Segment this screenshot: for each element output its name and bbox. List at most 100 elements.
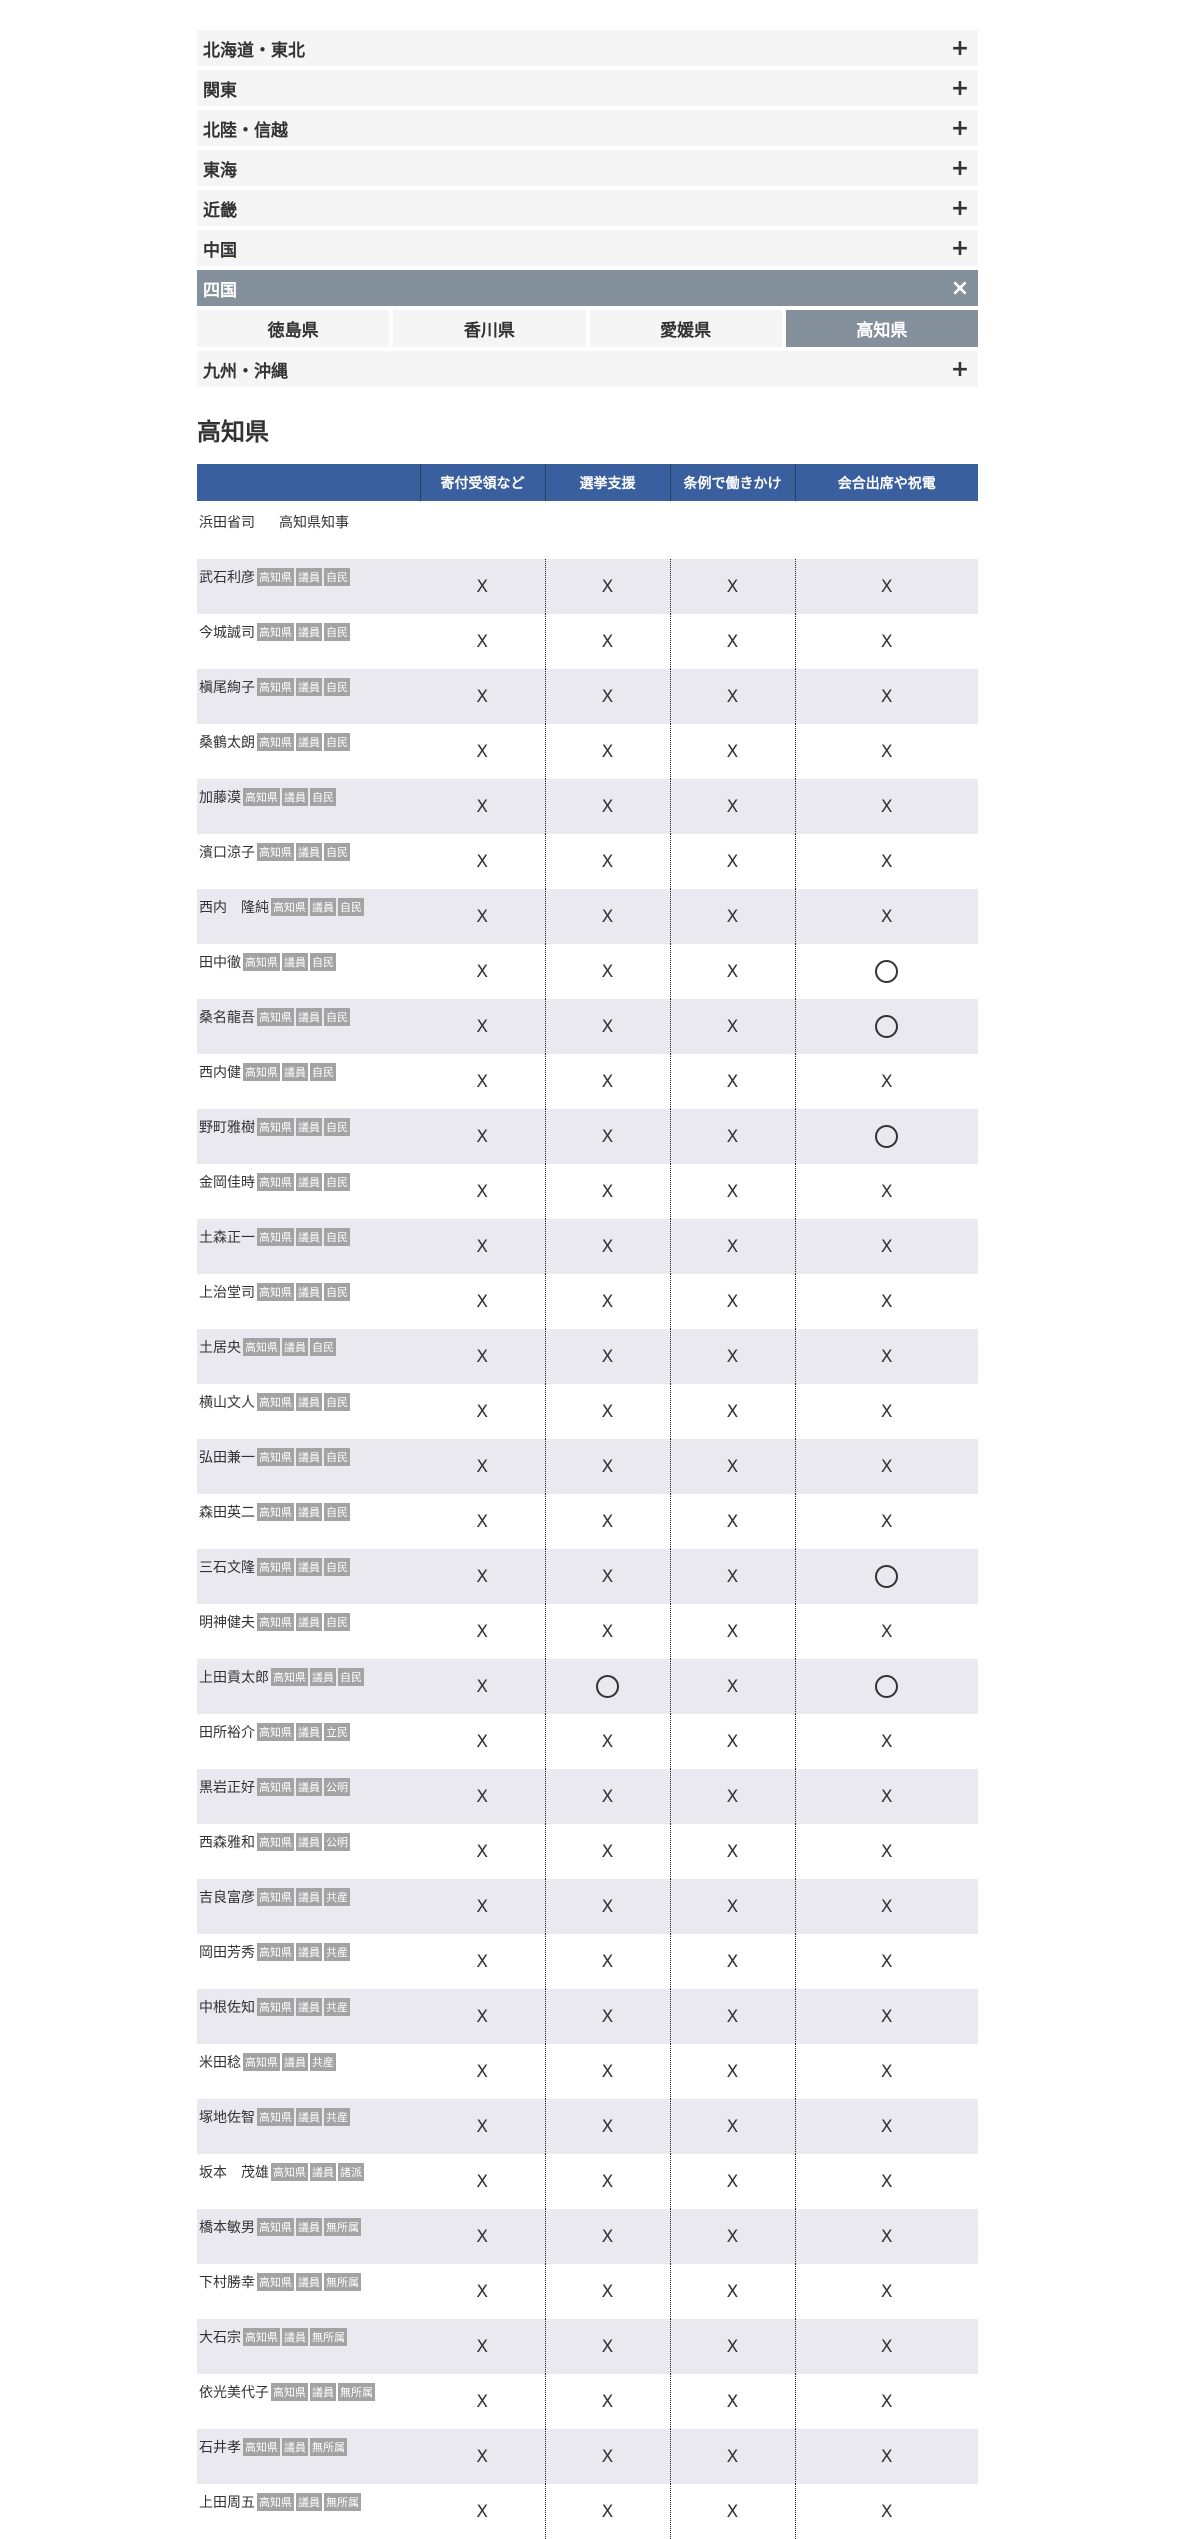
x-mark: X (726, 1071, 739, 1092)
name-cell: 金岡佳時 高知県 議員 自民 (197, 1164, 420, 1219)
tag-badge: 高知県 (257, 1943, 294, 1961)
x-mark: X (880, 1346, 893, 1367)
table-row: 森田英二 高知県 議員 自民 X X X X (197, 1494, 978, 1549)
x-mark: X (476, 631, 489, 652)
x-mark: X (726, 741, 739, 762)
mark-cell (544, 1659, 670, 1714)
mark-cell: X (420, 2429, 545, 2484)
region-toggle[interactable]: 九州・沖縄 + (197, 351, 978, 387)
x-mark: X (726, 1951, 739, 1972)
mark-cell: X (669, 1604, 795, 1659)
x-mark: X (726, 961, 739, 982)
x-mark: X (880, 1071, 893, 1092)
x-mark: X (476, 2446, 489, 2467)
tag-badge: 議員 (282, 2053, 308, 2071)
mark-cell: X (669, 1494, 795, 1549)
tag-badge: 高知県 (257, 678, 294, 696)
tag-badge: 高知県 (257, 1008, 294, 1026)
table-row: 土森正一 高知県 議員 自民 X X X X (197, 1219, 978, 1274)
politician-name: 上田貢太郎 (199, 1670, 269, 1686)
tag-badge: 高知県 (243, 2438, 280, 2456)
x-mark: X (476, 576, 489, 597)
plus-icon: + (950, 195, 970, 221)
column-header: 会合出席や祝電 (794, 464, 978, 501)
x-mark: X (601, 576, 614, 597)
tab-prefecture[interactable]: 高知県 (785, 310, 978, 347)
tag-badge: 議員 (296, 1008, 322, 1026)
politician-name: 塚地佐智 (199, 2110, 255, 2126)
governor-row: 浜田省司 高知県知事 (197, 501, 978, 559)
x-mark: X (726, 2006, 739, 2027)
name-cell: 森田英二 高知県 議員 自民 (197, 1494, 420, 1549)
x-mark: X (726, 851, 739, 872)
tab-prefecture[interactable]: 愛媛県 (589, 310, 782, 347)
x-mark: X (880, 1236, 893, 1257)
x-mark: X (880, 1456, 893, 1477)
mark-cell: X (794, 1989, 978, 2044)
x-mark: X (476, 1841, 489, 1862)
mark-cell: X (420, 1934, 545, 1989)
x-mark: X (880, 1401, 893, 1422)
tag-badge: 自民 (324, 1448, 350, 1466)
region-toggle[interactable]: 北陸・信越 + (197, 110, 978, 146)
politician-name: 石井孝 (199, 2440, 241, 2456)
tag-badge: 高知県 (257, 1998, 294, 2016)
name-cell: 加藤漠 高知県 議員 自民 (197, 779, 420, 834)
x-mark: X (601, 741, 614, 762)
tag-badge: 高知県 (257, 2273, 294, 2291)
tag-badge: 議員 (296, 1118, 322, 1136)
table-row: 濱口涼子 高知県 議員 自民 X X X X (197, 834, 978, 889)
politician-name: 横山文人 (199, 1395, 255, 1411)
x-mark: X (880, 2061, 893, 2082)
politician-name: 加藤漠 (199, 790, 241, 806)
mark-cell: X (669, 1714, 795, 1769)
name-cell: 上田周五 高知県 議員 無所属 (197, 2484, 420, 2539)
mark-cell: X (794, 2044, 978, 2099)
circle-icon (875, 1125, 899, 1148)
tag-badge: 共産 (324, 2108, 350, 2126)
politician-name: 金岡佳時 (199, 1175, 255, 1191)
region-toggle[interactable]: 関東 + (197, 70, 978, 106)
region-toggle[interactable]: 四国 × (197, 270, 978, 306)
mark-cell: X (420, 559, 545, 614)
tab-prefecture[interactable]: 徳島県 (197, 310, 390, 347)
table-row: 吉良富彦 高知県 議員 共産 X X X X (197, 1879, 978, 1934)
name-cell: 大石宗 高知県 議員 無所属 (197, 2319, 420, 2374)
x-mark: X (476, 2281, 489, 2302)
mark-cell: X (544, 1824, 670, 1879)
x-mark: X (601, 2391, 614, 2412)
tab-prefecture[interactable]: 香川県 (393, 310, 586, 347)
mark-cell: X (669, 724, 795, 779)
x-mark: X (726, 1346, 739, 1367)
name-cell: 下村勝幸 高知県 議員 無所属 (197, 2264, 420, 2319)
mark-cell: X (669, 1054, 795, 1109)
x-mark: X (476, 961, 489, 982)
x-mark: X (880, 2116, 893, 2137)
name-cell: 明神健夫 高知県 議員 自民 (197, 1604, 420, 1659)
table-row: 大石宗 高知県 議員 無所属 X X X X (197, 2319, 978, 2374)
tag-badge: 無所属 (324, 2273, 361, 2291)
x-mark: X (726, 1566, 739, 1587)
mark-cell: X (420, 834, 545, 889)
mark-cell: X (420, 1494, 545, 1549)
politician-name: 橋本敏男 (199, 2220, 255, 2236)
tag-badge: 議員 (296, 1173, 322, 1191)
tag-badge: 高知県 (257, 2108, 294, 2126)
mark-cell: X (544, 1384, 670, 1439)
table-row: 米田稔 高知県 議員 共産 X X X X (197, 2044, 978, 2099)
region-toggle[interactable]: 東海 + (197, 150, 978, 186)
tag-badge: 無所属 (338, 2383, 375, 2401)
region-toggle[interactable]: 北海道・東北 + (197, 30, 978, 66)
mark-cell: X (669, 999, 795, 1054)
region-toggle[interactable]: 中国 + (197, 230, 978, 266)
x-mark: X (726, 2116, 739, 2137)
politician-name: 西森雅和 (199, 1835, 255, 1851)
x-mark: X (880, 1181, 893, 1202)
x-mark: X (726, 1731, 739, 1752)
region-toggle[interactable]: 近畿 + (197, 190, 978, 226)
tag-badge: 議員 (282, 2328, 308, 2346)
politician-name: 槇尾絢子 (199, 680, 255, 696)
mark-cell: X (669, 1164, 795, 1219)
mark-cell: X (420, 1769, 545, 1824)
table-row: 明神健夫 高知県 議員 自民 X X X X (197, 1604, 978, 1659)
